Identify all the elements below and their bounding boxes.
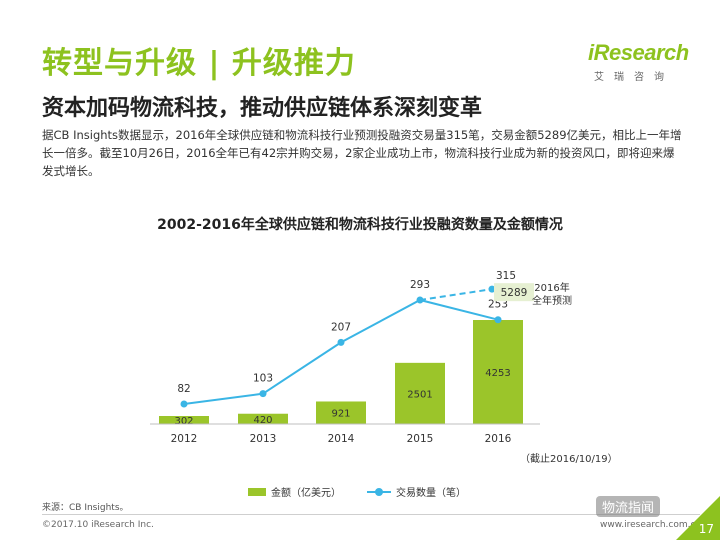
bar-label-2016: 4253 [485, 368, 510, 379]
page-title: 转型与升级 | 升级推力 [42, 46, 356, 81]
legend-item-amount: 金额（亿美元） [248, 484, 341, 499]
deals-point-2012 [180, 400, 188, 408]
deals-point-2014 [337, 338, 345, 346]
forecast-annotation-line2: 全年预测 [532, 294, 572, 307]
website-link[interactable]: www.iresearch.com.cn [600, 520, 702, 530]
footer-divider [42, 514, 700, 515]
deals-line [183, 298, 499, 405]
x-tick-label-2015: 2015 [407, 433, 434, 445]
legend-line-swatch [367, 487, 391, 496]
iresearch-logo: iResearch 艾瑞咨询 [588, 40, 689, 83]
chart-legend: 金额（亿美元） 交易数量（笔） [248, 484, 466, 499]
legend-item-deals: 交易数量（笔） [367, 484, 466, 499]
page-number: 17 [698, 522, 714, 536]
bar-label-2013: 420 [253, 415, 272, 426]
deals-label-2015: 293 [410, 279, 430, 291]
forecast-deals-label: 315 [496, 270, 516, 282]
forecast-point [488, 285, 496, 293]
x-tick-label-2013: 2013 [250, 433, 277, 445]
bar-label-2012: 302 [174, 416, 193, 427]
logo-word: iResearch [588, 40, 689, 65]
page-corner [676, 496, 720, 540]
bar-2016 [473, 320, 523, 424]
bar-2012 [159, 416, 209, 424]
legend-label-amount: 金额（亿美元） [271, 488, 341, 499]
legend-label-deals: 交易数量（笔） [396, 488, 466, 499]
chart-note: （截止2016/10/19） [520, 454, 618, 465]
deals-label-2014: 207 [331, 321, 351, 333]
forecast-amount-label: 5289 [501, 287, 528, 299]
bar-label-2015: 2501 [407, 389, 432, 400]
deals-point-2013 [259, 390, 267, 398]
chart-title: 2002-2016年全球供应链和物流科技行业投融资数量及金额情况 [157, 217, 563, 233]
bar-2013 [238, 413, 288, 424]
deals-label-2013: 103 [253, 373, 273, 385]
x-tick-label-2012: 2012 [171, 433, 198, 445]
deals-point-2016 [494, 316, 502, 324]
deals-label-2016: 253 [488, 299, 508, 311]
logo-cn: 艾瑞咨询 [594, 72, 674, 83]
forecast-dashed-line [419, 288, 493, 301]
bar-2014 [316, 401, 366, 424]
source-text: 来源：CB Insights。 [42, 503, 129, 513]
copyright-text: ©2017.10 iResearch Inc. [42, 520, 154, 530]
forecast-annotation-line1: 2016年 [534, 281, 569, 294]
page-subtitle: 资本加码物流科技，推动供应链体系深刻变革 [42, 96, 483, 121]
x-tick-label-2016: 2016 [485, 433, 512, 445]
bar-2015 [395, 362, 445, 424]
description-text: 据CB Insights数据显示，2016年全球供应链和物流科技行业预测投融资交… [42, 128, 682, 178]
deals-label-2012: 82 [177, 383, 190, 395]
forecast-amount-box [494, 283, 534, 302]
x-tick-label-2014: 2014 [328, 433, 355, 445]
watermark: 物流指闻 [596, 496, 661, 517]
legend-bar-swatch [248, 487, 266, 496]
bar-label-2014: 921 [331, 409, 350, 420]
